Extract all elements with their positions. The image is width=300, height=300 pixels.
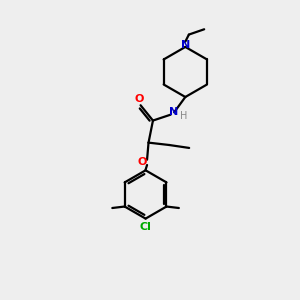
Text: O: O [135, 94, 144, 104]
Text: Cl: Cl [140, 222, 152, 233]
Text: N: N [169, 107, 178, 117]
Text: N: N [181, 40, 190, 50]
Text: O: O [137, 157, 146, 167]
Text: H: H [180, 111, 187, 121]
